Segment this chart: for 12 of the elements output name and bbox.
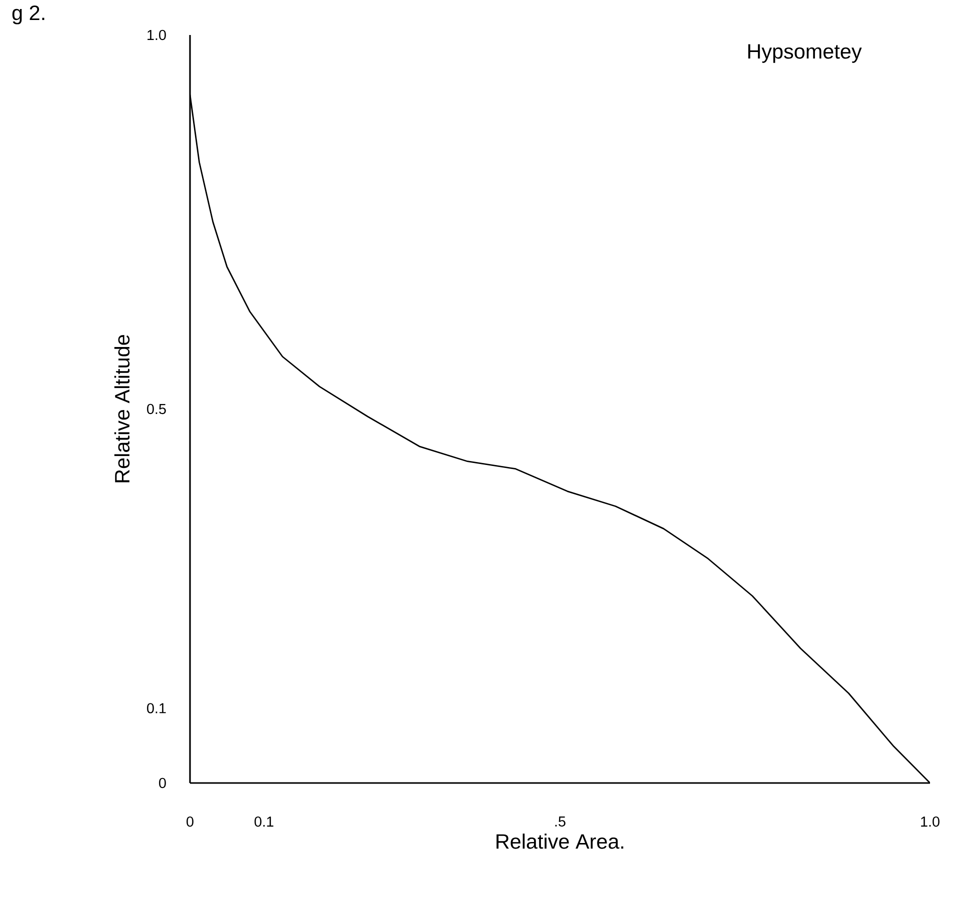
- x-tick-label: .5: [555, 816, 566, 827]
- y-tick-label: 0.1: [147, 703, 166, 714]
- x-axis-title: Relative Area.: [496, 834, 624, 849]
- y-axis-title: Relative Altitude: [114, 335, 130, 482]
- x-tick-label: 0.1: [254, 816, 274, 827]
- y-tick-label: 1.0: [148, 30, 166, 40]
- chart-title: Hypsometey: [748, 44, 862, 63]
- x-tick-label: 1.0: [921, 816, 940, 827]
- x-tick-label: 0: [186, 816, 194, 827]
- y-tick-label: 0.5: [147, 404, 166, 414]
- text: g 2.: [12, 6, 44, 24]
- y-tick-label: 0: [159, 778, 166, 788]
